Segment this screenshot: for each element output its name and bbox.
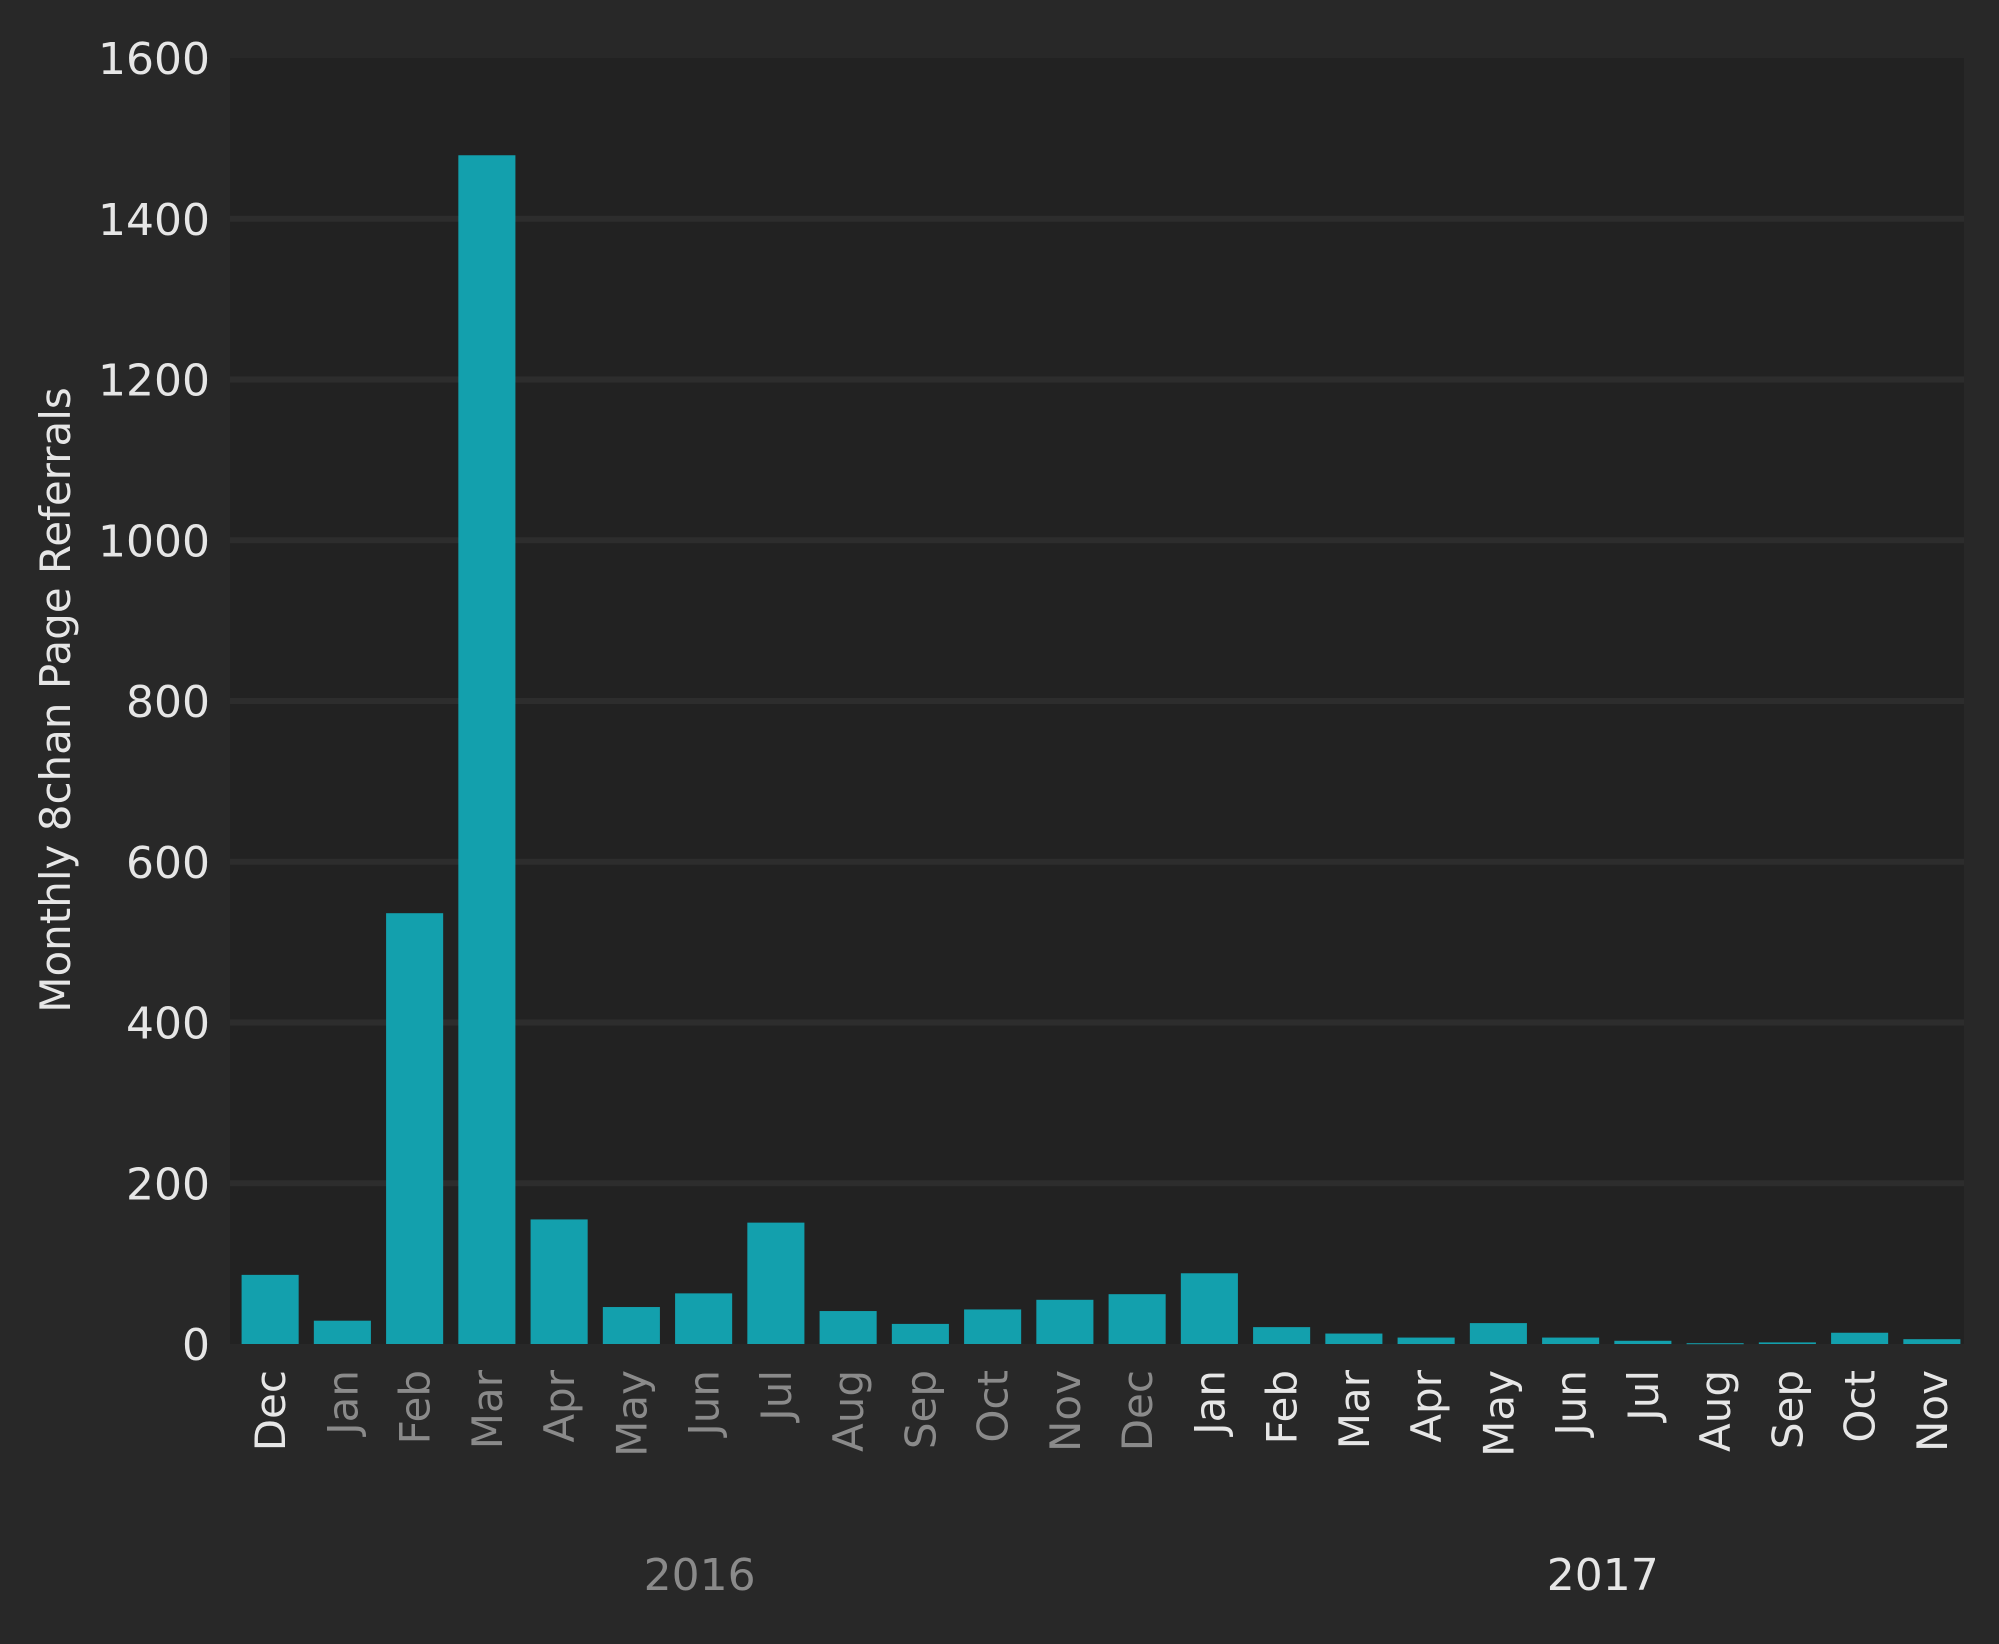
x-tick-label: Dec — [1113, 1370, 1162, 1451]
year-labels: 2016 2017 — [644, 1550, 1659, 1601]
bar — [964, 1309, 1022, 1344]
gridline — [230, 698, 1964, 704]
x-tick-label: Apr — [1402, 1369, 1451, 1442]
x-tick-label: Jun — [1547, 1370, 1596, 1439]
bar — [530, 1219, 588, 1344]
gridline — [230, 376, 1964, 383]
x-tick-label: Sep — [1763, 1370, 1812, 1449]
bar — [458, 155, 516, 1344]
bar — [1397, 1337, 1455, 1344]
bar — [675, 1293, 733, 1344]
bar — [1036, 1299, 1094, 1344]
bar — [241, 1274, 299, 1344]
y-tick-label: 400 — [126, 999, 210, 1050]
y-tick-label: 1400 — [98, 195, 210, 246]
x-tick-label: May — [607, 1370, 656, 1457]
bar — [1180, 1273, 1238, 1344]
bar — [819, 1311, 877, 1344]
bar — [386, 913, 444, 1344]
x-tick-label: Mar — [1330, 1369, 1379, 1449]
bar — [1253, 1327, 1311, 1344]
y-axis-label: Monthly 8chan Page Referrals — [31, 387, 80, 1013]
bar — [1614, 1340, 1672, 1344]
x-axis-ticks: Dec Jan Feb Mar Apr May Jun Jul Aug Sep Oct Nov Dec J… — [246, 1369, 1957, 1457]
y-tick-label: 1200 — [98, 356, 210, 407]
gridlines — [230, 215, 1964, 1187]
x-tick-label: Jan — [1185, 1370, 1234, 1438]
bar — [1469, 1323, 1527, 1344]
bar — [1831, 1332, 1889, 1344]
year-label: 2017 — [1547, 1550, 1659, 1601]
y-tick-label: 800 — [126, 677, 210, 728]
bar — [1758, 1342, 1816, 1344]
gridline — [230, 858, 1964, 865]
x-tick-label: Jun — [680, 1370, 729, 1439]
x-tick-label: Jul — [752, 1370, 801, 1424]
year-label: 2016 — [644, 1550, 756, 1601]
bar — [602, 1307, 660, 1344]
x-tick-label: Feb — [1258, 1370, 1307, 1444]
x-tick-label: Aug — [1691, 1370, 1740, 1452]
x-tick-label: Jan — [318, 1370, 367, 1438]
bars — [241, 155, 1961, 1345]
x-tick-label: May — [1474, 1370, 1523, 1457]
x-tick-label: Dec — [246, 1370, 295, 1451]
x-tick-label: Jul — [1619, 1370, 1668, 1424]
gridline — [230, 1019, 1964, 1026]
bar — [1686, 1343, 1744, 1345]
x-tick-label: Nov — [1908, 1370, 1957, 1452]
x-tick-label: Apr — [535, 1369, 584, 1442]
y-axis-ticks: 0 200 400 600 800 1000 1200 1400 1600 — [98, 34, 210, 1371]
gridline — [230, 215, 1964, 222]
x-tick-label: Oct — [969, 1370, 1018, 1443]
y-tick-label: 0 — [182, 1320, 210, 1371]
y-tick-label: 200 — [126, 1159, 210, 1210]
bar — [1325, 1333, 1383, 1344]
bar — [1542, 1337, 1600, 1344]
x-tick-label: Sep — [896, 1370, 945, 1449]
x-tick-label: Aug — [824, 1370, 873, 1452]
bar — [1903, 1339, 1961, 1344]
y-tick-label: 1600 — [98, 34, 210, 85]
x-tick-label: Oct — [1836, 1370, 1885, 1443]
bar — [313, 1320, 371, 1344]
gridline — [230, 1180, 1964, 1187]
bar — [1108, 1294, 1166, 1344]
bar — [747, 1222, 805, 1344]
y-tick-label: 600 — [126, 838, 210, 889]
gridline — [230, 537, 1964, 544]
bar — [891, 1323, 949, 1344]
y-tick-label: 1000 — [98, 516, 210, 567]
x-tick-label: Nov — [1041, 1370, 1090, 1452]
x-tick-label: Mar — [463, 1369, 512, 1449]
x-tick-label: Feb — [391, 1370, 440, 1444]
